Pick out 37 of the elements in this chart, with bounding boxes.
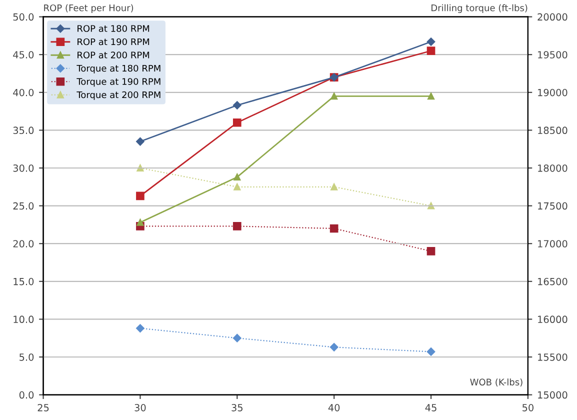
x-tick-label: 40 bbox=[328, 404, 340, 412]
x-tick-label: 30 bbox=[134, 404, 146, 412]
y2-tick-label: 17000 bbox=[538, 240, 568, 248]
x-tick-label: 45 bbox=[425, 404, 436, 412]
y2-tick-label: 15000 bbox=[538, 391, 568, 399]
legend-label: Torque at 180 RPM bbox=[76, 64, 160, 74]
y-tick-label: 0.0 bbox=[19, 391, 34, 399]
y2-tick-label: 16500 bbox=[538, 278, 568, 286]
y-tick-label: 15.0 bbox=[14, 278, 34, 286]
y2-tick-label: 15500 bbox=[538, 353, 568, 361]
y-tick-label: 40.0 bbox=[13, 88, 34, 96]
legend-label: ROP at 190 RPM bbox=[78, 38, 150, 46]
y-tick-label: 25.0 bbox=[13, 202, 34, 210]
y-tick-label: 20.0 bbox=[13, 240, 34, 248]
legend-label: Torque at 190 RPM bbox=[76, 78, 160, 87]
y2-axis-title: Drilling torque (ft-lbs) bbox=[432, 4, 528, 14]
y-tick-label: 10.0 bbox=[14, 316, 34, 324]
x-tick-label: 25 bbox=[38, 404, 49, 412]
x-tick-label: 50 bbox=[522, 404, 534, 412]
legend-label: Torque at 200 RPM bbox=[76, 91, 160, 100]
y2-tick-label: 16000 bbox=[538, 316, 568, 324]
y-tick-label: 50.0 bbox=[13, 13, 34, 21]
x-tick-label: 35 bbox=[232, 404, 242, 412]
legend-label: ROP at 200 RPM bbox=[78, 52, 150, 58]
y2-tick-label: 19500 bbox=[538, 51, 568, 58]
y-tick-label: 5.0 bbox=[20, 353, 34, 361]
y2-tick-label: 17500 bbox=[538, 202, 568, 210]
y-tick-label: 30.0 bbox=[13, 164, 34, 172]
y2-tick-label: 18000 bbox=[538, 164, 568, 172]
y-axis-title: ROP (Feet per Hour) bbox=[44, 4, 134, 14]
x-axis-title: WOB (K-lbs) bbox=[470, 378, 522, 387]
y2-tick-label: 18500 bbox=[538, 126, 568, 134]
legend-label: ROP at 180 RPM bbox=[78, 25, 150, 32]
y2-tick-label: 20000 bbox=[538, 13, 568, 21]
y2-tick-label: 19000 bbox=[538, 88, 568, 96]
y-tick-label: 35.0 bbox=[13, 126, 34, 134]
y-tick-label: 45.0 bbox=[13, 51, 34, 58]
